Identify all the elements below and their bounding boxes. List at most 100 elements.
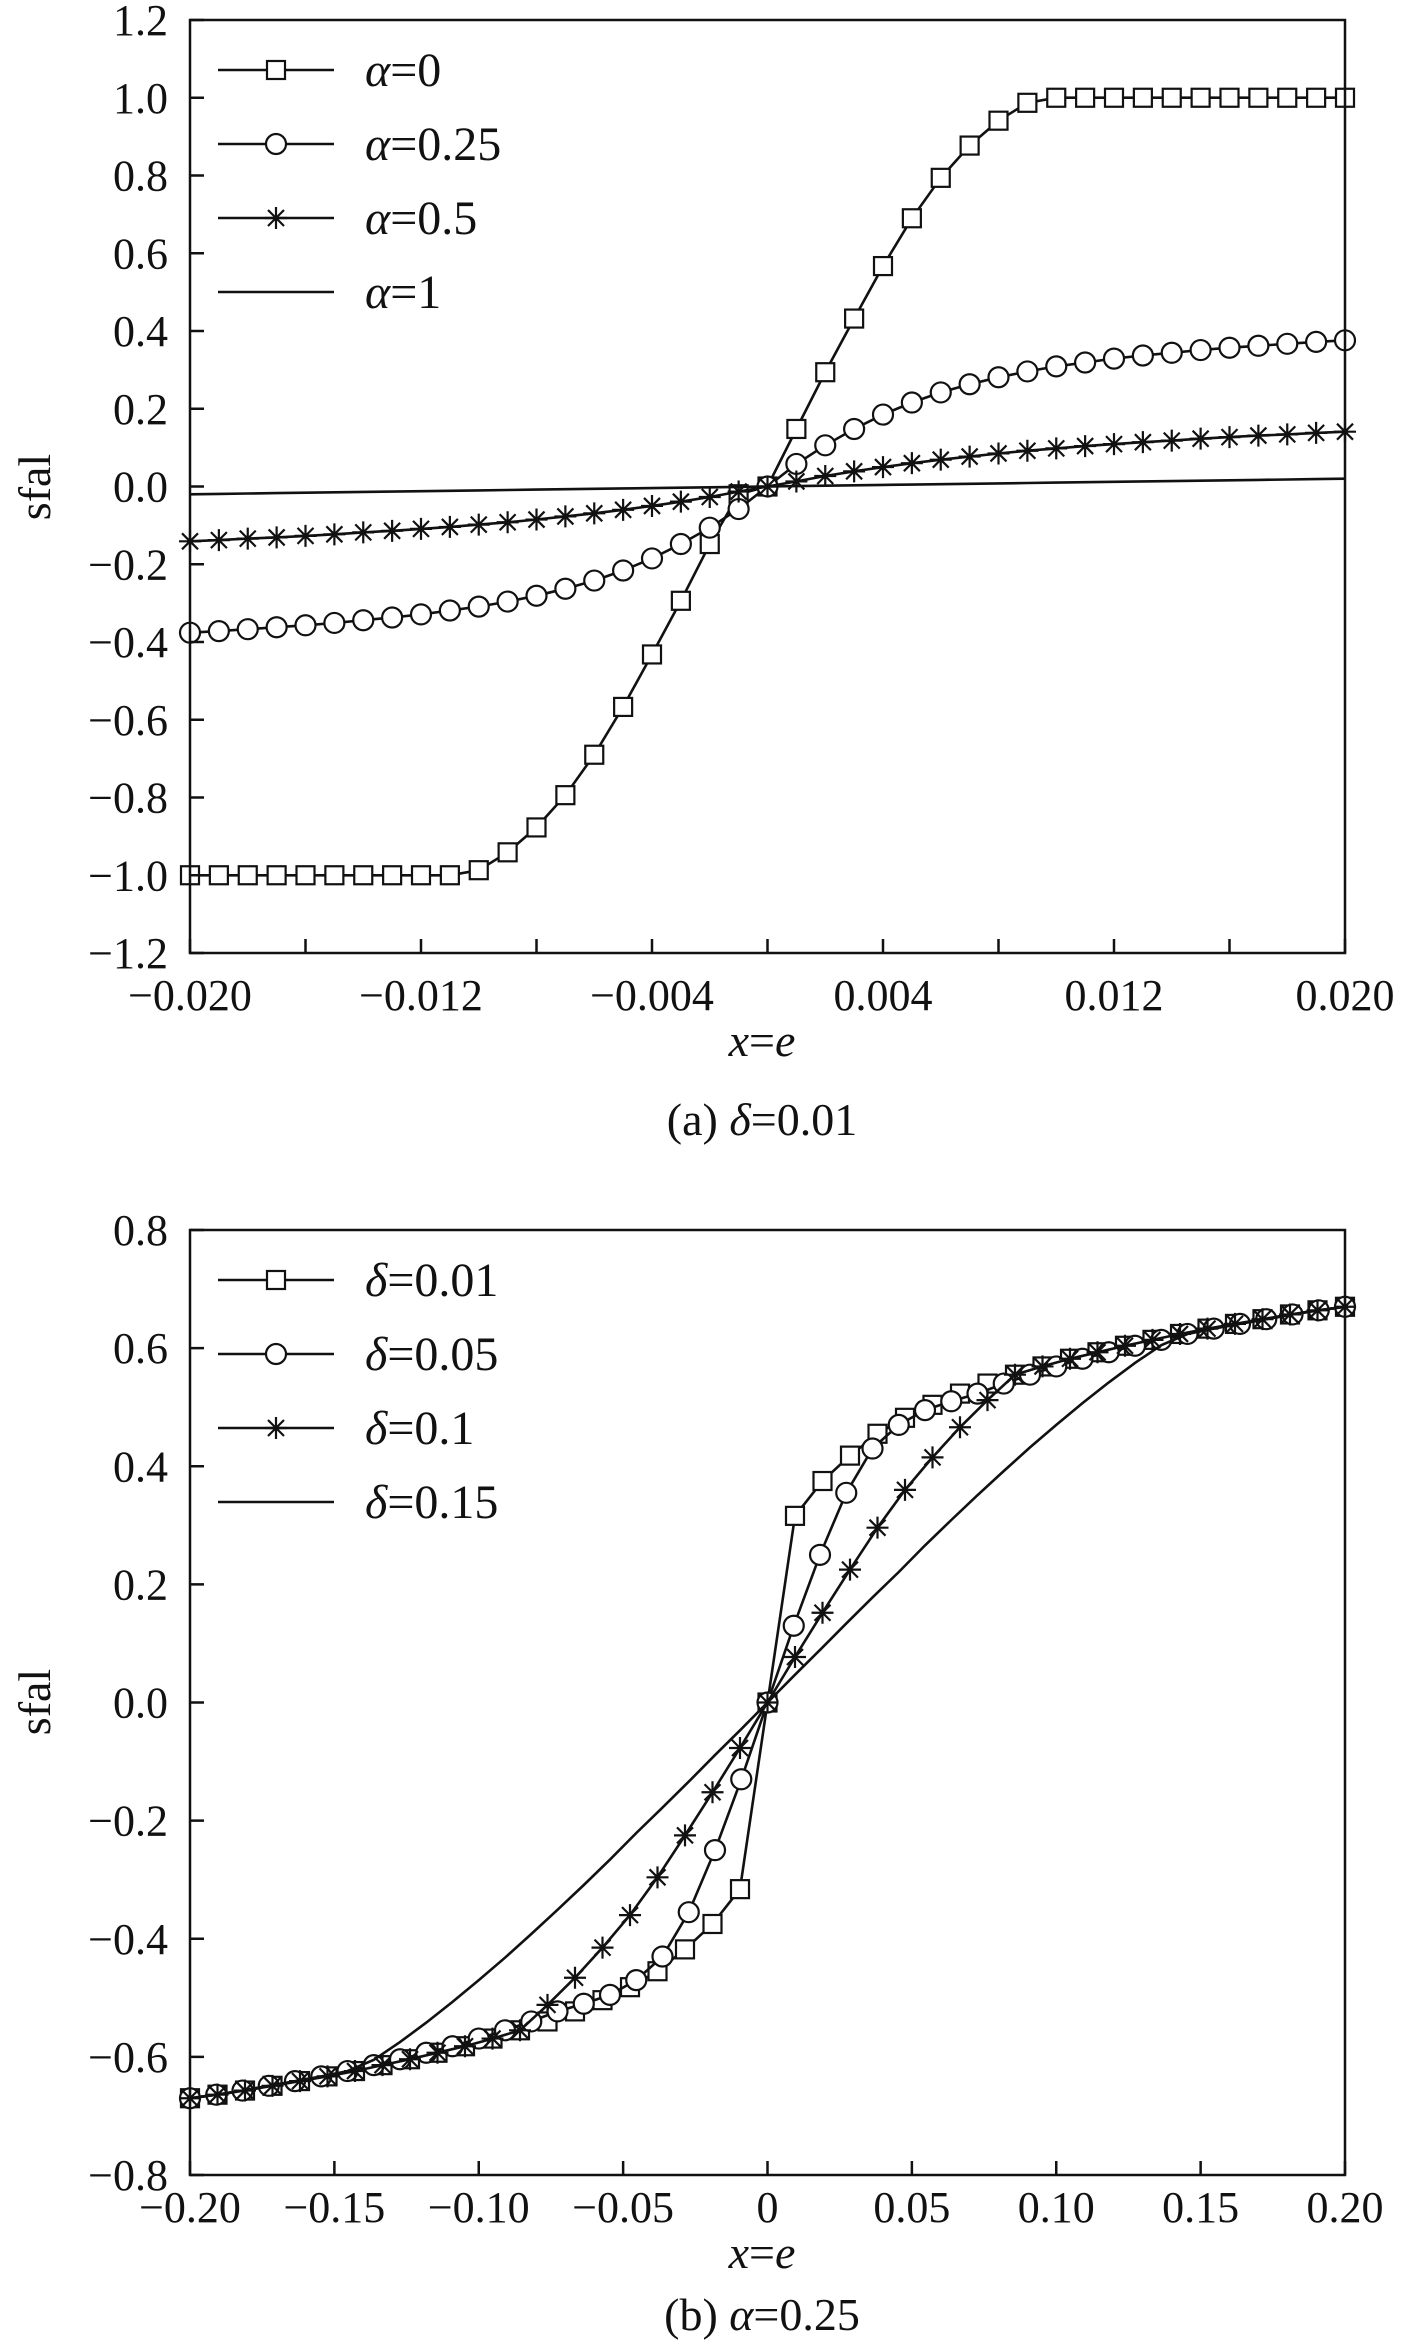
panel-a-series-2-point [1218, 426, 1241, 449]
panel-a-series-0-point [1277, 87, 1298, 108]
panel-b-xtick-label: 0.20 [1307, 2183, 1384, 2232]
panel-a-xtick-label: 0.012 [1065, 971, 1164, 1020]
panel-b-series-2-point [481, 2027, 504, 2050]
panel-b-xtick-label: −0.05 [572, 2183, 674, 2232]
panel-b-xtick-label: 0.15 [1162, 2183, 1239, 2232]
panel-b: −0.20 −0.15 −0.10 −0.05 0 0.05 0.10 0.15 0.20 −0.… [9, 1206, 1384, 2340]
panel-a-series-1-point [958, 373, 981, 396]
panel-b-series-1-point [913, 1399, 937, 1422]
panel-a-series-1-point [1160, 341, 1183, 364]
panel-b-series-2-point [646, 1866, 669, 1889]
panel-a-series-0-point [959, 135, 980, 156]
panel-a-series-2-point [438, 515, 461, 538]
panel-a-legend-label-var: α [365, 118, 391, 171]
panel-a-legend-label: α=1 [365, 266, 441, 319]
panel-a-series-2-point [612, 498, 635, 521]
panel-b-xlabel: x=e [728, 2227, 796, 2278]
panel-b-series-1-point [677, 1901, 700, 1924]
panel-b-series-2-point [674, 1824, 696, 1847]
panel-b-legend-label: δ=0.05 [365, 1328, 498, 1381]
panel-a-ytick-label: 0.8 [113, 152, 168, 201]
panel-a-series-1-point [438, 599, 461, 622]
panel-b-legend-label: δ=0.01 [365, 1254, 498, 1307]
panel-b-series-2-point [976, 1389, 999, 1412]
panel-b-xtick-label: −0.20 [139, 2183, 241, 2232]
panel-a-series-1-point [554, 577, 577, 600]
panel-a-xtick-label: 0.004 [834, 971, 933, 1020]
panel-a-series-0-point [353, 865, 374, 886]
panel-a-series-1-point [1045, 355, 1068, 378]
panel-a-series-1-point [929, 381, 952, 404]
panel-b-series-1-point [651, 1945, 674, 1968]
panel-b-series-2-point [1169, 1322, 1191, 1345]
panel-b-series-2-point [564, 1966, 586, 1989]
panel-a-series-2-point [1131, 431, 1154, 454]
panel-a-xtick-label: 0.020 [1296, 971, 1395, 1020]
panel-a-xtick-label: −0.020 [128, 971, 252, 1020]
panel-b-series-2-point [1059, 1347, 1081, 1370]
panel-a-series-1-point [294, 614, 317, 637]
panel-a-ytick-label: 0.6 [113, 229, 168, 278]
panel-a-series-0-point [1190, 87, 1211, 108]
panel-b-ytick-label: −0.8 [88, 2151, 168, 2200]
panel-b-legend-label-value: =0.1 [387, 1402, 474, 1455]
panel-a-ytick-label: 0.2 [113, 385, 168, 434]
panel-a-series-0-point [641, 644, 663, 665]
panel-b-caption: (b) α=0.25 [664, 2289, 860, 2340]
panel-b-series-1-point [730, 1768, 753, 1791]
panel-a-legend-label-value: =0.5 [390, 192, 477, 245]
panel-a-series-0-point [410, 865, 432, 886]
panel-a-series-0-point [439, 865, 460, 886]
panel-a-series-0-point [1132, 87, 1153, 108]
panel-b-series-0-point [839, 1445, 861, 1466]
panel-a-series-1-point [496, 590, 519, 613]
panel-a-series-0-point [872, 255, 894, 277]
panel-a-series-0-point [988, 110, 1009, 131]
panel-a-series-2-point [1074, 435, 1097, 458]
panel-b-xtick-label: 0 [757, 2183, 779, 2232]
panel-b-legend-marker [265, 1269, 287, 1291]
panel-a-series-2-point [900, 452, 923, 475]
panel-b-series [178, 1295, 1357, 2110]
panel-a-legend-label-value: =0 [390, 44, 441, 97]
panel-b-xtick-label: −0.15 [283, 2183, 385, 2232]
panel-b-series-2-point [839, 1558, 861, 1581]
panel-b-series-2-point [784, 1646, 806, 1669]
panel-a-ytick-label: 1.0 [113, 74, 168, 123]
panel-a-series-1-point [843, 417, 866, 441]
panel-a-series-0-point [1219, 87, 1240, 108]
panel-a-series-0-point [266, 865, 287, 886]
panel-a-series-2-point [1016, 439, 1039, 462]
panel-a-series-0-point [1306, 87, 1327, 108]
panel-b-xtick-label: 0.05 [873, 2183, 950, 2232]
panel-a-series-1-point [1016, 360, 1039, 383]
panel-a-legend-marker [265, 207, 287, 229]
panel-a-series-1-point [467, 595, 490, 618]
panel-b-series-1-point [887, 1413, 910, 1437]
panel-a-series-1-point [207, 620, 230, 643]
panel-b-series-0-point [674, 1939, 696, 1960]
panel-a-series-2-point [843, 460, 866, 483]
panel-b-series-1-point [598, 1983, 622, 2006]
panel-b-series-2-point [729, 1736, 751, 1759]
panel-a-legend-label-var: α [365, 44, 391, 97]
panel-a-xtick-label: −0.012 [359, 971, 483, 1020]
panel-a-series-1-point [265, 616, 288, 639]
panel-b-legend-label-var: δ [365, 1476, 388, 1529]
panel-a-ytick-label: −0.4 [88, 618, 168, 667]
panel-a-series-2-point [1103, 433, 1125, 456]
panel-b-series-2-point [1141, 1328, 1164, 1351]
panel-a-series-2-point [381, 519, 404, 542]
panel-b-series-2-point [509, 2019, 531, 2042]
panel-a-series-0-point [901, 208, 922, 229]
panel-a-series-2-point [785, 470, 808, 493]
panel-b-series-1-point [703, 1839, 727, 1862]
panel-b-legend-label-var: δ [365, 1328, 388, 1381]
panel-a-ytick-label: −0.6 [88, 696, 168, 745]
panel-b-series-1-point [940, 1390, 963, 1413]
panel-a-ytick-label: −1.0 [88, 851, 168, 900]
panel-a-series [178, 87, 1357, 886]
panel-a-series-1-point [236, 618, 259, 641]
panel-a-series-2-point [814, 465, 837, 488]
